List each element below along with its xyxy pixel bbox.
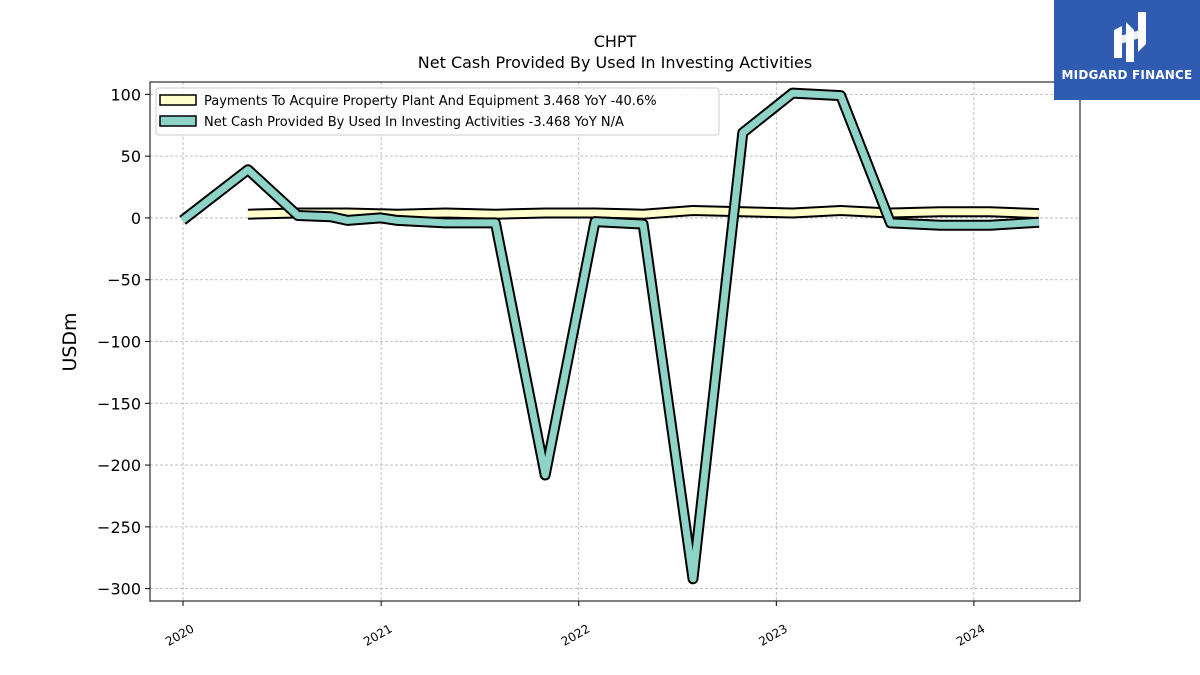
series-1-point [940, 225, 941, 226]
series-line-1 [180, 89, 1040, 583]
series-0-point [495, 214, 496, 215]
series-1-point [247, 169, 248, 170]
chart-subtitle: Net Cash Provided By Used In Investing A… [418, 53, 812, 72]
series-0-point [643, 214, 644, 215]
series-1-point [397, 220, 398, 221]
legend: Payments To Acquire Property Plant And E… [155, 87, 720, 136]
y-tick-label: 100 [110, 85, 141, 104]
x-tick-label: 2023 [756, 621, 789, 648]
series-1-point [692, 578, 693, 579]
series-1-point [890, 222, 891, 223]
x-tick-label: 2021 [361, 621, 394, 648]
series-0-point [1038, 213, 1039, 214]
series-1-point [1038, 222, 1039, 223]
series-1-point [594, 221, 595, 222]
x-tick-label: 2022 [559, 621, 592, 648]
series-0-point [545, 212, 546, 213]
series-0-point [792, 212, 793, 213]
series-1-point [643, 224, 644, 225]
series-0-point [940, 211, 941, 212]
x-tick-label: 2020 [163, 621, 196, 648]
series-0-point [840, 210, 841, 211]
legend-label-0: Payments To Acquire Property Plant And E… [204, 94, 657, 109]
series-1-point [990, 225, 991, 226]
series-0-point [445, 212, 446, 213]
x-axis: 2020 2021 2022 2023 2024 [163, 601, 987, 649]
legend-swatch-0 [159, 94, 197, 106]
y-axis: 100 50 0 −50 −100 −150 −200 −250 −300 [97, 85, 150, 599]
brand-name: MIDGARD FINANCE [1061, 68, 1193, 82]
series-1-point [792, 93, 793, 94]
y-tick-label: −200 [97, 456, 141, 475]
series-0-point [247, 214, 248, 215]
series-outline-1 [179, 87, 1040, 585]
legend-label-1: Net Cash Provided By Used In Investing A… [204, 115, 624, 130]
series-0-point [692, 210, 693, 211]
brand-logo: MIDGARD FINANCE [1054, 0, 1200, 100]
chart-title: CHPT [594, 32, 637, 51]
series-1-point [347, 220, 348, 221]
series-1-point [445, 222, 446, 223]
y-tick-label: −50 [107, 271, 141, 290]
series-1-point [182, 220, 183, 221]
y-tick-label: −100 [97, 333, 141, 352]
series-1-point [840, 95, 841, 96]
logo-mark-icon [1114, 12, 1146, 62]
series-0-point [742, 211, 743, 212]
grid [150, 82, 1080, 601]
series-1-point [545, 474, 546, 475]
series-0-point [347, 212, 348, 213]
series-1-point [742, 132, 743, 133]
y-tick-label: −250 [97, 518, 141, 537]
legend-swatch-1 [159, 115, 197, 127]
series-1-point [380, 217, 381, 218]
y-tick-label: −150 [97, 394, 141, 413]
series-1-point [495, 222, 496, 223]
y-tick-label: 0 [131, 209, 141, 228]
series-0-point [594, 212, 595, 213]
y-tick-label: −300 [97, 580, 141, 599]
series-layer [179, 87, 1040, 585]
series-1-point [297, 215, 298, 216]
y-tick-label: 50 [121, 147, 141, 166]
series-0-point [397, 214, 398, 215]
series-1-point [330, 216, 331, 217]
series-0-point [990, 211, 991, 212]
x-tick-label: 2024 [954, 621, 987, 648]
y-axis-label: USDm [59, 312, 81, 371]
legend-box [155, 87, 720, 136]
